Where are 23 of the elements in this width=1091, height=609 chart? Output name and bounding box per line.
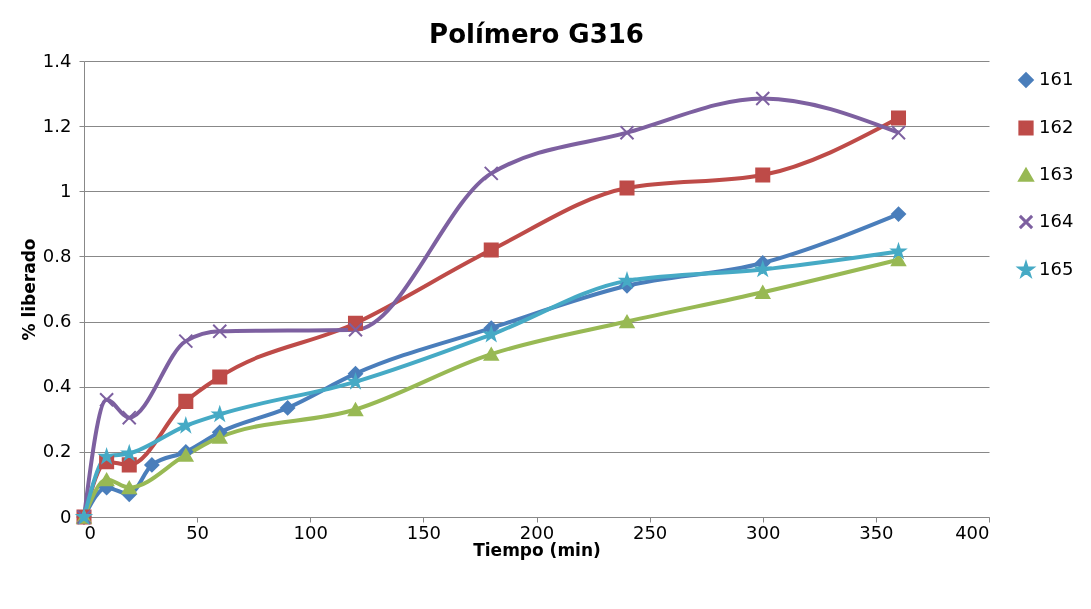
legend-label: 162 bbox=[1039, 116, 1074, 137]
y-tick-label: 1.2 bbox=[42, 114, 72, 136]
legend-label: 165 bbox=[1039, 258, 1074, 279]
y-tick-label: 1 bbox=[60, 179, 72, 201]
x-tick-label: 300 bbox=[746, 521, 781, 543]
chart-title: Polímero G316 bbox=[429, 19, 644, 49]
x-tick-label: 100 bbox=[293, 521, 328, 543]
y-tick-label: 0.2 bbox=[42, 440, 72, 462]
x-tick-label: 400 bbox=[955, 521, 990, 543]
y-axis-title: % liberado bbox=[18, 238, 39, 341]
y-tick-label: 1.4 bbox=[42, 49, 72, 71]
legend-label: 163 bbox=[1039, 163, 1074, 184]
legend-label: 161 bbox=[1039, 68, 1074, 89]
y-tick-label: 0.4 bbox=[42, 375, 72, 397]
x-tick-label: 250 bbox=[632, 521, 668, 543]
x-tick-label: 350 bbox=[859, 521, 894, 543]
x-tick-label: 0 bbox=[84, 521, 96, 543]
x-tick-label: 150 bbox=[406, 521, 442, 543]
y-tick-label: 0.6 bbox=[42, 310, 72, 332]
y-tick-label: 0.8 bbox=[42, 244, 72, 266]
legend-label: 164 bbox=[1039, 210, 1074, 231]
x-tick-label: 50 bbox=[186, 521, 210, 543]
y-tick-label: 0 bbox=[60, 505, 72, 527]
